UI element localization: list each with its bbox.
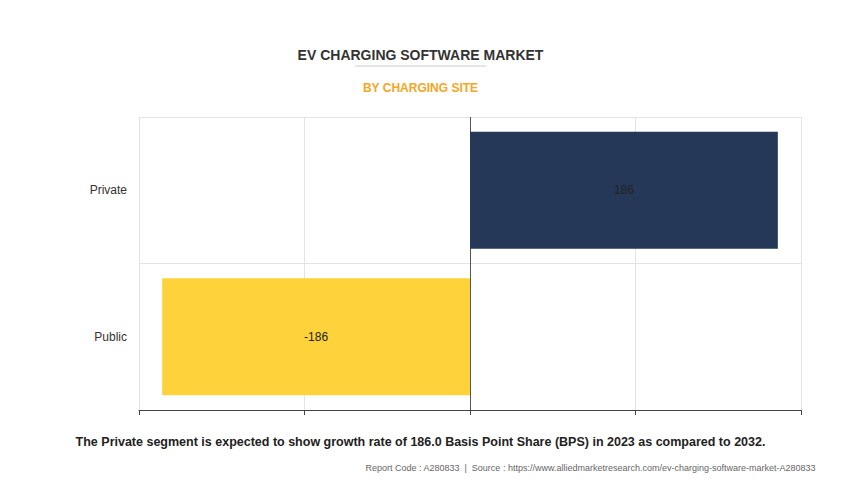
svg-text:EV CHARGING SOFTWARE MARKET: EV CHARGING SOFTWARE MARKET (298, 47, 544, 63)
svg-text:The Private segment is expecte: The Private segment is expected to show … (76, 435, 766, 449)
svg-text:BY CHARGING SITE: BY CHARGING SITE (363, 81, 478, 95)
svg-text:-186: -186 (304, 330, 328, 344)
svg-text:Report Code : A280833 | Sour: Report Code : A280833 | Source : https:/… (365, 463, 815, 473)
svg-text:Public: Public (94, 330, 127, 344)
svg-text:186: 186 (614, 183, 634, 197)
svg-text:Private: Private (90, 183, 128, 197)
